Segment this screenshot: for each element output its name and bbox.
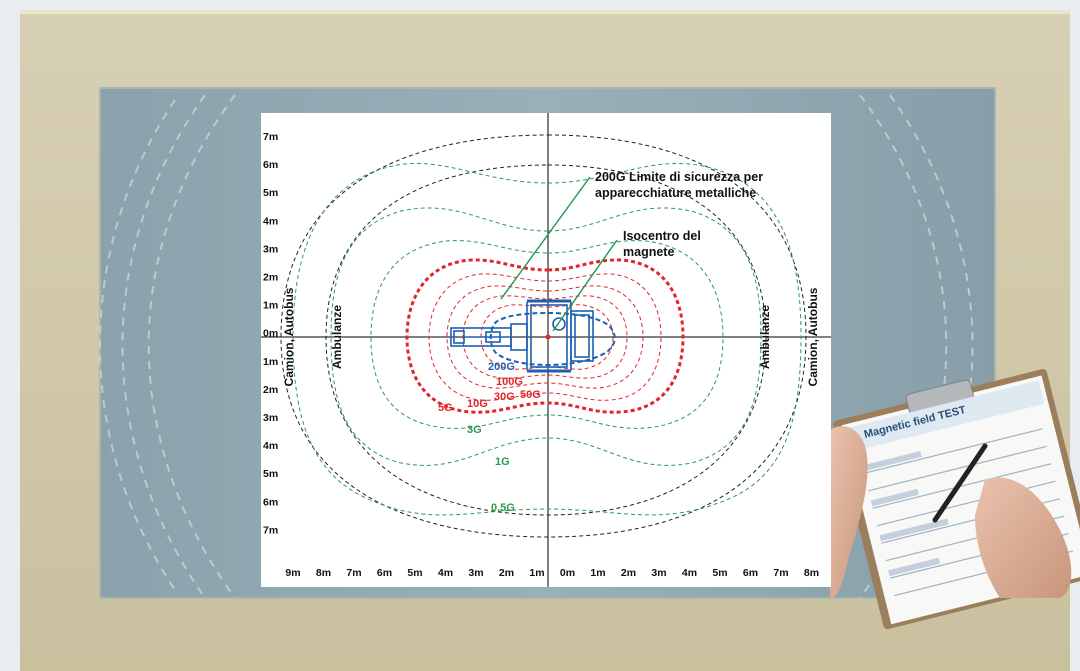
contour-200G [489,311,616,367]
x-tick-label: 2m [621,567,636,579]
clipboard-illustration [830,369,1080,630]
y-tick-label: 3m [263,243,278,255]
gauss-label-5G: 5G [438,402,453,414]
contour-5G [405,258,685,414]
x-tick-label: 1m [590,567,605,579]
x-tick-label: 4m [682,567,697,579]
contour-3G [370,240,724,429]
y-tick-label: 6m [263,159,278,171]
isocenter-dot [545,334,551,340]
x-tick-label: 5m [407,567,422,579]
y-tick-label: 7m [263,131,278,143]
contour-mid-black [325,164,767,516]
y-tick-label: 2m [263,384,278,396]
x-tick-label: 9m [285,567,300,579]
x-tick-label: 5m [712,567,727,579]
y-tick-label: 6m [263,496,278,508]
gauss-label-100G: 100G [496,376,523,388]
gauss-label-3G: 3G [467,424,482,436]
iso-annotation-line2: magnete [623,245,674,259]
label-left-inner: Ambulanze [330,305,344,369]
gauss-label-1G: 1G [495,456,510,468]
x-tick-label: 0m [560,567,575,579]
iso-leader-line [552,239,618,332]
decorative-field-arcs [99,94,974,599]
y-tick-label: 1m [263,356,278,368]
y-tick-label: 4m [263,215,278,227]
limit-leader-line [500,176,591,300]
mri-scanner-drawing [450,299,594,373]
gauss-label-200G: 200G [488,361,515,373]
field-plot: 200G Limite di sicurezza per apparecchia… [261,113,850,587]
gauss-label-30G: 30G [494,391,515,403]
x-tick-label: 3m [468,567,483,579]
y-tick-label: 5m [263,468,278,480]
x-tick-label: 4m [438,567,453,579]
contour-30G [446,285,644,389]
iso-annotation-line1: Isocentro del [623,229,701,243]
contour-0.5G [292,162,802,516]
x-tick-label: 7m [773,567,788,579]
contour-50G [462,295,628,379]
y-axis-tick-labels: 7m 6m 5m 4m 3m 2m 1m 0m 1m 2m 3m 4m 5m 6m 7m [263,131,278,536]
gauss-label-10G: 10G [467,398,488,410]
x-tick-label: 8m [316,567,331,579]
label-right-inner: Ambulanze [758,305,772,369]
y-tick-label: 7m [263,524,278,536]
y-tick-label: 2m [263,272,278,284]
y-tick-label: 4m [263,440,278,452]
label-right-outer: Camion, Autobus [806,287,820,386]
x-tick-label: 8m [804,567,819,579]
contour-1G [330,207,762,466]
gauss-label-0.5G: 0.5G [491,502,515,514]
x-tick-label: 2m [499,567,514,579]
limit-annotation-line2: apparecchiature metalliche [595,186,756,200]
y-tick-label: 3m [263,412,278,424]
gauss-label-50G: 50G [520,389,541,401]
x-tick-label: 6m [743,567,758,579]
contour-outer-black [280,134,807,538]
x-axis-tick-labels: 9m8m7m6m5m4m3m2m1m0m1m2m3m4m5m6m7m8m9m [285,567,849,579]
x-tick-label: 7m [346,567,361,579]
x-tick-label: 6m [377,567,392,579]
y-tick-label: 1m [263,300,278,312]
x-tick-label: 1m [529,567,544,579]
label-left-outer: Camion, Autobus [282,287,296,386]
limit-annotation-line1: 200G Limite di sicurezza per [595,170,763,184]
contour-100G [480,304,614,370]
y-tick-label: 5m [263,187,278,199]
y-tick-label: 0m [263,328,278,340]
magnetic-field-diagram: 200G Limite di sicurezza per apparecchia… [261,113,850,587]
x-tick-label: 3m [651,567,666,579]
